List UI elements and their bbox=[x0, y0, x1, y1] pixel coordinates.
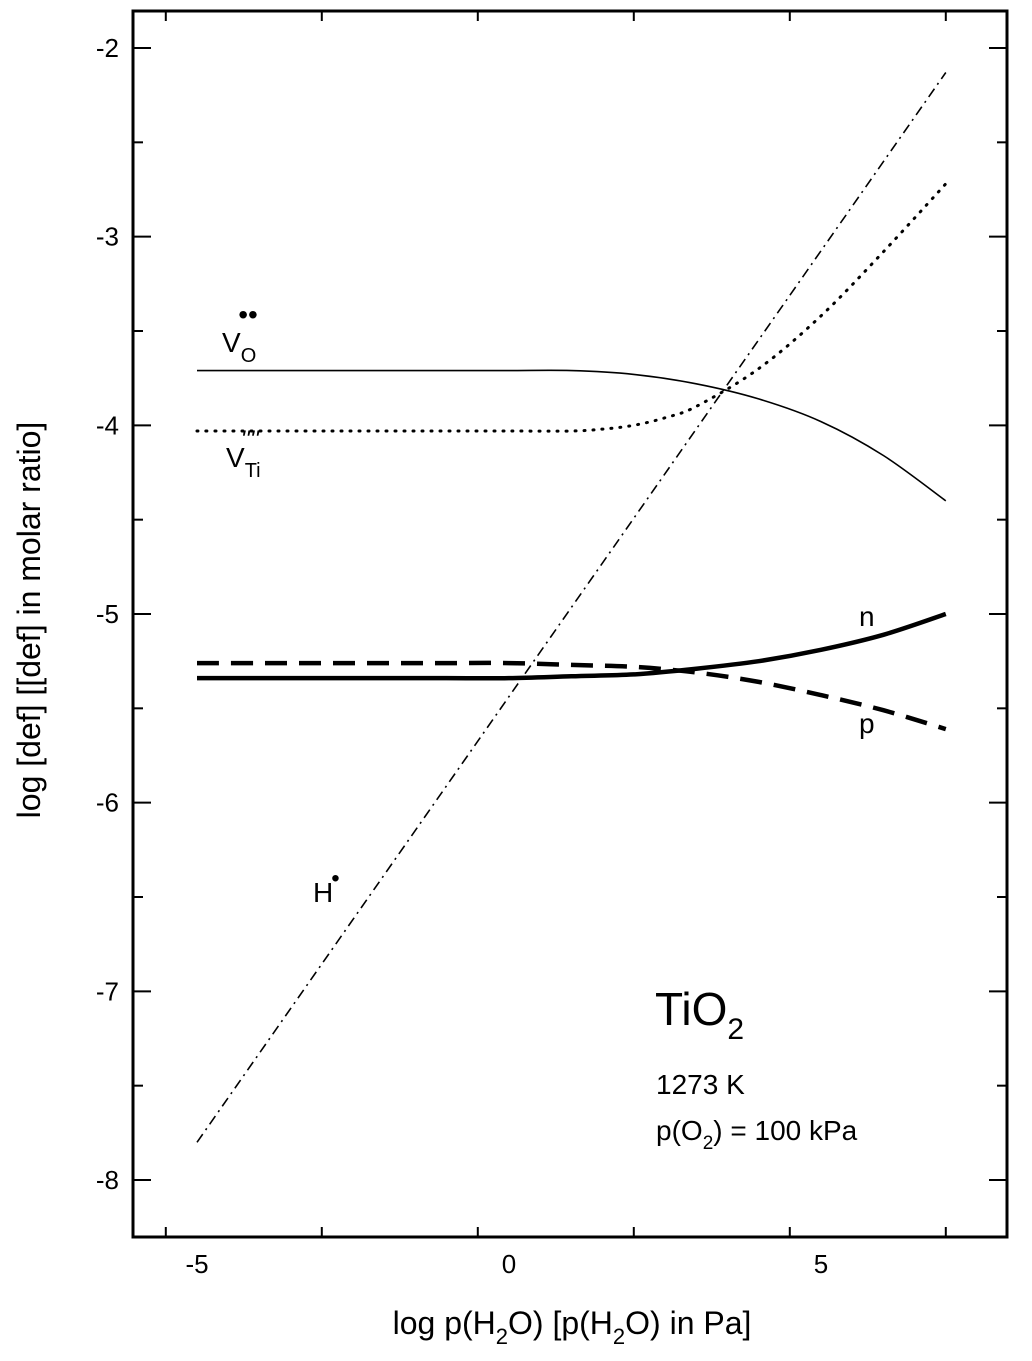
x-axis-title-post: O) in Pa] bbox=[625, 1305, 751, 1341]
x-axis-title: log p(H2O) [p(H2O) in Pa] bbox=[393, 1305, 752, 1349]
material-label: TiO2 bbox=[655, 983, 744, 1046]
series-label-v-o-sub: O bbox=[241, 345, 257, 367]
series-label-v-ti-main: V bbox=[226, 442, 245, 473]
series-label-n: n bbox=[859, 601, 875, 632]
y-tick-label: -2 bbox=[96, 33, 119, 63]
y-tick-labels: -8 -7 -6 -5 -4 -3 -2 bbox=[96, 33, 119, 1195]
series-label-v-o-main: V bbox=[222, 327, 241, 358]
x-tick-label: 0 bbox=[502, 1249, 516, 1279]
plot-frame bbox=[131, 9, 1009, 1239]
series-line-v-ti bbox=[195, 182, 948, 433]
series-label-v-o-sup: •• bbox=[238, 299, 258, 330]
series-label-p: p bbox=[859, 708, 875, 739]
po2-label: p(O2) = 100 kPa bbox=[656, 1115, 858, 1154]
series-label-h-main: H bbox=[313, 877, 333, 908]
po2-pre: p(O bbox=[656, 1115, 703, 1146]
x-axis-title-pre: log p(H bbox=[393, 1305, 496, 1341]
series-label-v-o: VO •• bbox=[222, 299, 258, 367]
x-tick-labels: -5 0 5 bbox=[185, 1249, 828, 1279]
series-line-v-o bbox=[197, 369, 947, 502]
series-line-n bbox=[196, 611, 947, 681]
series-label-h: H• bbox=[313, 865, 340, 908]
x-axis-title-mid: O) [p(H bbox=[508, 1305, 613, 1341]
series-label-h-sup: • bbox=[331, 865, 339, 892]
series-label-v-ti-sup: '''' bbox=[241, 426, 261, 453]
y-tick-label: -6 bbox=[96, 788, 119, 818]
x-tick-label: -5 bbox=[185, 1249, 208, 1279]
material-sub: 2 bbox=[727, 1013, 744, 1046]
x-axis-title-sub2: 2 bbox=[613, 1324, 625, 1349]
series-line-p bbox=[196, 660, 947, 732]
x-axis-title-sub1: 2 bbox=[496, 1324, 508, 1349]
material-main: TiO bbox=[655, 983, 727, 1035]
series-label-v-ti-sub: Ti bbox=[245, 460, 261, 482]
x-tick-label: 5 bbox=[814, 1249, 828, 1279]
y-tick-label: -8 bbox=[96, 1165, 119, 1195]
temperature-label: 1273 K bbox=[656, 1069, 745, 1100]
y-tick-label: -7 bbox=[96, 976, 119, 1006]
po2-post: ) = 100 kPa bbox=[713, 1115, 857, 1146]
y-axis-title: log [def] [[def] in molar ratio] bbox=[11, 422, 47, 819]
series-line-h bbox=[196, 72, 947, 1143]
series-lines bbox=[195, 72, 948, 1143]
y-tick-label: -5 bbox=[96, 599, 119, 629]
y-tick-label: -3 bbox=[96, 222, 119, 252]
series-label-v-ti: VTi '''' bbox=[226, 426, 261, 482]
y-tick-label: -4 bbox=[96, 410, 119, 440]
po2-sub: 2 bbox=[703, 1133, 714, 1154]
axis-ticks bbox=[133, 11, 1007, 1237]
